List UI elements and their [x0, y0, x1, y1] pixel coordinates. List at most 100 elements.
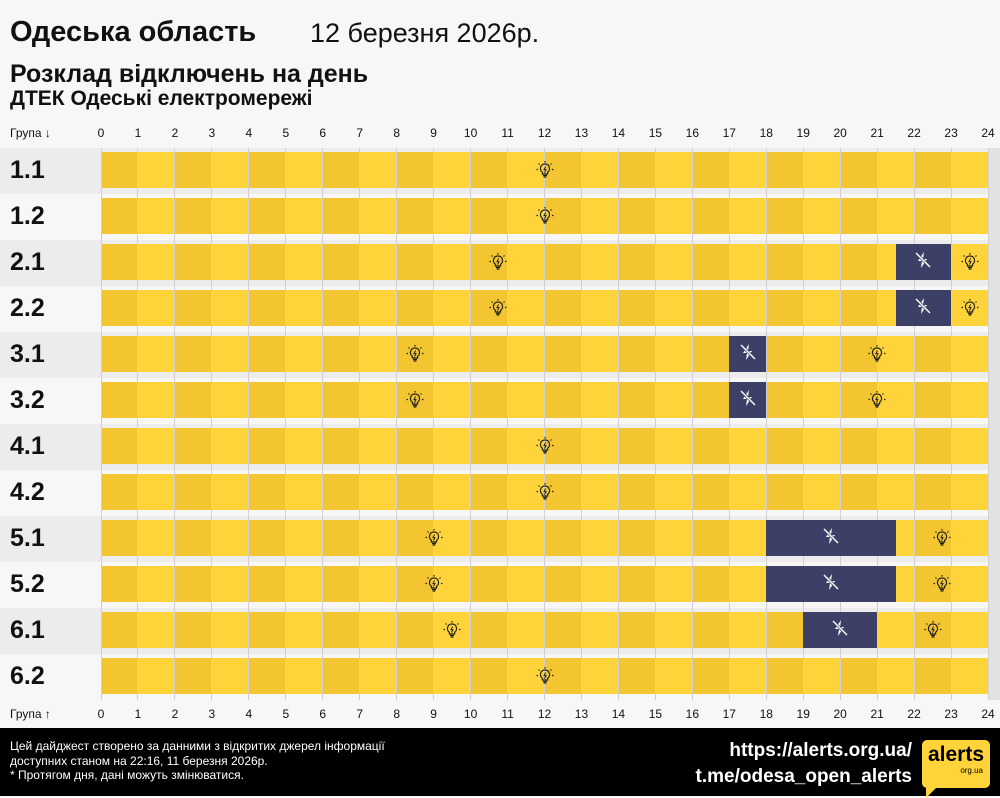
hour-cell	[322, 244, 360, 280]
hour-cell	[137, 382, 175, 418]
hour-cell	[137, 474, 175, 510]
hour-cell	[803, 244, 841, 280]
hour-cell	[174, 658, 212, 694]
hour-cell	[544, 382, 582, 418]
hour-tick: 12	[537, 126, 552, 140]
hour-cell	[285, 198, 323, 234]
hour-cell	[211, 198, 249, 234]
website-link[interactable]: https://alerts.org.ua/	[729, 740, 912, 761]
hour-cell	[877, 382, 915, 418]
hour-cell	[618, 520, 656, 556]
hour-tick: 22	[907, 707, 921, 721]
hour-cell	[692, 290, 730, 326]
hour-tick: 2	[171, 126, 179, 140]
outage-block	[895, 244, 952, 280]
hour-cell	[655, 428, 693, 464]
hour-cell	[803, 428, 841, 464]
hour-tick: 18	[759, 707, 773, 721]
hour-cell	[692, 198, 730, 234]
hour-cell	[766, 428, 804, 464]
hour-tick: 6	[319, 126, 327, 140]
hour-cell	[618, 198, 656, 234]
hour-cell	[507, 612, 545, 648]
no-power-icon	[821, 526, 841, 551]
hour-tick: 0	[97, 126, 105, 140]
hour-cell	[359, 520, 397, 556]
hour-cell	[137, 566, 175, 602]
hour-cell	[507, 566, 545, 602]
hour-cell	[211, 520, 249, 556]
group-name: 2.1	[10, 248, 45, 276]
hour-tick: 5	[282, 707, 290, 721]
hour-cell	[285, 658, 323, 694]
telegram-link[interactable]: t.me/odesa_open_alerts	[695, 766, 912, 787]
group-row-6.1: 6.1	[0, 608, 1000, 654]
lightbulb-icon	[867, 390, 887, 410]
hour-cell	[766, 152, 804, 188]
hour-cell	[655, 382, 693, 418]
hour-cell	[877, 336, 915, 372]
hour-cell	[803, 474, 841, 510]
hour-cell	[729, 428, 767, 464]
hour-cell	[877, 198, 915, 234]
hour-cell	[655, 658, 693, 694]
lightbulb-icon	[535, 666, 555, 686]
hour-cell	[581, 198, 619, 234]
hour-cell	[359, 290, 397, 326]
hour-cell	[655, 520, 693, 556]
hour-cell	[101, 658, 138, 694]
hour-tick: 2	[171, 707, 179, 721]
no-power-icon	[913, 296, 933, 321]
lightbulb-icon	[535, 160, 555, 180]
hour-cell	[840, 290, 878, 326]
hour-cell	[101, 198, 138, 234]
hour-cell	[581, 336, 619, 372]
hour-cell	[877, 474, 915, 510]
hour-cell	[322, 198, 360, 234]
hour-cell	[581, 474, 619, 510]
hour-cell	[433, 290, 471, 326]
schedule-date: 12 березня 2026р.	[310, 18, 540, 48]
hour-cell	[766, 336, 804, 372]
hour-cell	[951, 566, 989, 602]
hour-tick: 10	[463, 126, 478, 140]
hour-cell	[470, 290, 508, 326]
hour-cell	[137, 658, 175, 694]
hour-cell	[618, 474, 656, 510]
hour-tick: 13	[574, 707, 589, 721]
hour-cell	[581, 428, 619, 464]
hour-tick: 16	[685, 126, 700, 140]
hour-cell	[914, 336, 952, 372]
hour-tick: 3	[208, 126, 216, 140]
hour-cell	[285, 474, 323, 510]
hour-cell	[322, 382, 360, 418]
group-name: 6.2	[10, 662, 45, 690]
hour-tick: 21	[870, 126, 884, 140]
hour-cell	[803, 382, 841, 418]
group-row-1.1: 1.1	[0, 148, 1000, 194]
lightbulb-icon	[405, 344, 425, 364]
hour-tick: 11	[501, 126, 514, 140]
group-name: 2.2	[10, 294, 45, 322]
hour-cell	[544, 474, 582, 510]
hour-cell	[544, 658, 582, 694]
hour-cell	[137, 244, 175, 280]
hour-cell	[359, 658, 397, 694]
hour-cell	[101, 290, 138, 326]
hour-cell	[951, 520, 989, 556]
hour-cell	[951, 382, 989, 418]
hour-cell	[544, 566, 582, 602]
lightbulb-icon	[867, 344, 887, 364]
hour-cell	[692, 428, 730, 464]
outage-block	[803, 612, 878, 648]
group-name: 1.2	[10, 202, 45, 230]
hour-cell	[544, 244, 582, 280]
hour-cell	[174, 336, 212, 372]
region-title: Одеська область	[10, 16, 257, 48]
lightbulb-icon	[535, 482, 555, 502]
hour-cell	[803, 658, 841, 694]
hour-tick: 4	[245, 707, 253, 721]
hour-cell	[618, 382, 656, 418]
hour-cell	[692, 566, 730, 602]
hour-cell	[101, 382, 138, 418]
